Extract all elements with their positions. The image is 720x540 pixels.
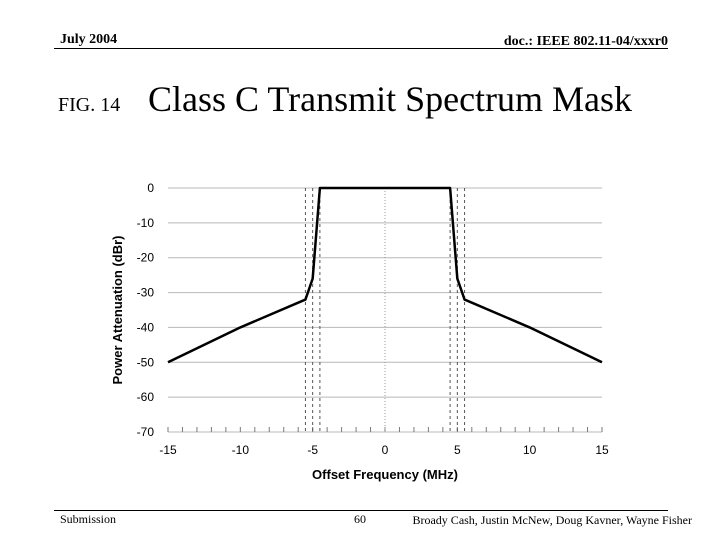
x-tick-label: -15 xyxy=(159,443,177,457)
y-tick-label: -30 xyxy=(137,286,155,300)
figure-label: FIG. 14 xyxy=(58,94,121,116)
x-tick-label: 15 xyxy=(595,443,609,457)
y-tick-label: -40 xyxy=(137,320,155,334)
y-tick-label: -60 xyxy=(137,390,155,404)
tick-labels: 0-10-20-30-40-50-60-70-15 -10 -5 0 5 10 15 xyxy=(137,181,609,457)
y-tick-label: -20 xyxy=(137,251,155,265)
footer-submission: Submission xyxy=(60,512,117,526)
header-doc-id: doc.: IEEE 802.11-04/xxxr0 xyxy=(503,34,668,49)
series-line xyxy=(167,186,603,364)
y-tick-label: -70 xyxy=(137,425,155,439)
footer-page-number: 60 xyxy=(354,512,366,526)
footer-divider xyxy=(54,510,668,511)
y-tick-label: 0 xyxy=(147,181,154,195)
header-divider xyxy=(54,48,668,49)
x-tick-label: -5 xyxy=(307,443,318,457)
x-tick-label: 0 xyxy=(382,443,389,457)
footer-authors: Broady Cash, Justin McNew, Doug Kavner, … xyxy=(412,513,692,527)
reference-lines xyxy=(304,188,466,432)
x-tick-label: 10 xyxy=(523,443,537,457)
x-axis-title: Offset Frequency (MHz) xyxy=(312,467,458,482)
x-tick-label: 5 xyxy=(454,443,461,457)
slide-title: Class C Transmit Spectrum Mask xyxy=(148,79,633,119)
spectrum-mask-chart: 0-10-20-30-40-50-60-70-15 -10 -5 0 5 10 15 Off… xyxy=(110,181,609,482)
y-axis-title: Power Attenuation (dBr) xyxy=(110,235,125,384)
x-tick-label: -10 xyxy=(232,443,250,457)
series-group xyxy=(167,186,603,364)
y-tick-label: -10 xyxy=(137,216,155,230)
y-tick-label: -50 xyxy=(137,355,155,369)
header-date: July 2004 xyxy=(60,32,118,47)
